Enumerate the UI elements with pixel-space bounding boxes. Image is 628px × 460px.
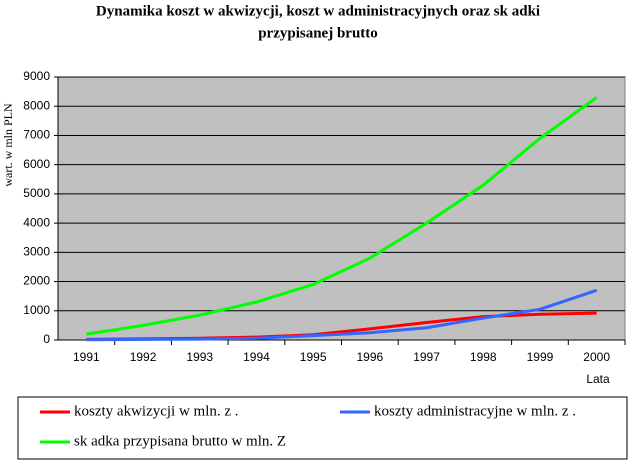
- y-tick-label: 2000: [23, 274, 50, 288]
- chart-title: przypisanej brutto: [258, 25, 378, 41]
- x-tick-label: 1994: [243, 350, 270, 364]
- legend-label: koszty akwizycji w mln. z .: [74, 403, 239, 419]
- x-tick-label: 1996: [356, 350, 383, 364]
- y-tick-label: 0: [43, 332, 50, 346]
- y-tick-label: 5000: [23, 186, 50, 200]
- series-line: [86, 96, 598, 336]
- series-line: [86, 288, 598, 342]
- legend-label: sk adka przypisana brutto w mln. Z: [74, 433, 286, 449]
- plot-area: [57, 76, 626, 341]
- x-tick-label: 1991: [73, 350, 100, 364]
- legend-label: koszty administracyjne w mln. z .: [374, 403, 576, 419]
- x-tick-label: 1993: [186, 350, 213, 364]
- y-tick-label: 1000: [23, 303, 50, 317]
- y-tick-label: 7000: [23, 128, 50, 142]
- x-tick-label: 1992: [130, 350, 157, 364]
- y-tick-label: 3000: [23, 245, 50, 259]
- y-tick-label: 9000: [23, 69, 50, 83]
- x-tick-label: 1995: [300, 350, 327, 364]
- chart-title: Dynamika koszt w akwizycji, koszt w admi…: [96, 3, 540, 19]
- y-tick-label: 6000: [23, 157, 50, 171]
- y-tick-label: 8000: [23, 98, 50, 112]
- x-tick-label: 2000: [583, 350, 610, 364]
- x-axis-label: Lata: [586, 372, 610, 386]
- y-tick-label: 4000: [23, 215, 50, 229]
- y-axis-label: wart. w mln PLN: [1, 103, 15, 187]
- x-tick-label: 1997: [413, 350, 440, 364]
- x-tick-label: 1999: [527, 350, 554, 364]
- x-tick-label: 1998: [470, 350, 497, 364]
- legend-box: [17, 396, 628, 460]
